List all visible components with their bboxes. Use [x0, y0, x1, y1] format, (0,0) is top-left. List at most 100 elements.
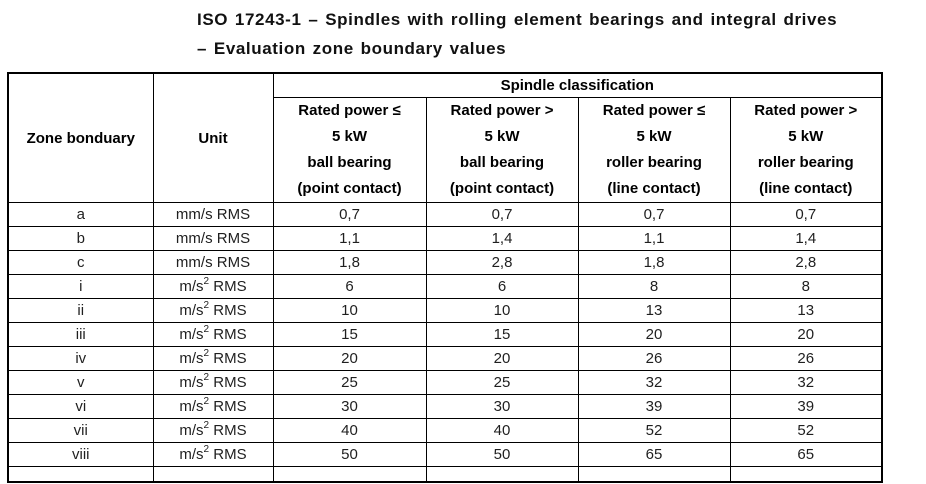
- value-cell: 10: [272, 298, 427, 323]
- value-cell: 6: [272, 274, 427, 299]
- unit-superscript: 2: [203, 420, 210, 431]
- unit-cell: mm/s RMS: [152, 226, 274, 251]
- value-cell: 1,1: [577, 226, 731, 251]
- value-cell: 20: [272, 346, 427, 371]
- value-cell: 50: [425, 442, 579, 467]
- zone-cell: iii: [7, 322, 154, 347]
- value-cell: 65: [577, 442, 731, 467]
- table-row: a mm/s RMS 0,7 0,7 0,7 0,7: [7, 202, 883, 227]
- clipped-cell: [425, 466, 579, 483]
- unit-cell: m/s2 RMS: [152, 274, 274, 299]
- value-cell: 1,1: [272, 226, 427, 251]
- value-cell: 25: [425, 370, 579, 395]
- value-cell: 52: [577, 418, 731, 443]
- value-cell: 26: [577, 346, 731, 371]
- table-row: b mm/s RMS 1,1 1,4 1,1 1,4: [7, 226, 883, 251]
- zone-cell: b: [7, 226, 154, 251]
- zone-cell: viii: [7, 442, 154, 467]
- value-cell: 2,8: [729, 250, 883, 275]
- zone-cell: vii: [7, 418, 154, 443]
- value-cell: 2,8: [425, 250, 579, 275]
- value-cell: 8: [729, 274, 883, 299]
- value-cell: 40: [272, 418, 427, 443]
- value-cell: 26: [729, 346, 883, 371]
- zone-cell: iv: [7, 346, 154, 371]
- zone-cell: ii: [7, 298, 154, 323]
- value-cell: 10: [425, 298, 579, 323]
- value-cell: 6: [425, 274, 579, 299]
- clipped-cell: [729, 466, 883, 483]
- unit-cell: m/s2 RMS: [152, 442, 274, 467]
- unit-cell: m/s2 RMS: [152, 322, 274, 347]
- value-cell: 65: [729, 442, 883, 467]
- value-cell: 20: [577, 322, 731, 347]
- value-cell: 0,7: [729, 202, 883, 227]
- unit-cell: m/s2 RMS: [152, 346, 274, 371]
- title-line-2: – Evaluation zone boundary values: [197, 39, 507, 58]
- value-cell: 39: [577, 394, 731, 419]
- unit-superscript: 2: [203, 396, 210, 407]
- value-cell: 30: [425, 394, 579, 419]
- value-cell: 52: [729, 418, 883, 443]
- clipped-cell: [152, 466, 274, 483]
- value-cell: 0,7: [577, 202, 731, 227]
- unit-header: Unit: [152, 72, 274, 203]
- unit-superscript: 2: [203, 348, 210, 359]
- table-row: iv m/s2 RMS 20 20 26 26: [7, 346, 883, 371]
- zone-boundary-header: Zone bonduary: [7, 72, 154, 203]
- unit-cell: m/s2 RMS: [152, 298, 274, 323]
- value-cell: 15: [425, 322, 579, 347]
- zone-cell: i: [7, 274, 154, 299]
- unit-cell: mm/s RMS: [152, 202, 274, 227]
- value-cell: 20: [729, 322, 883, 347]
- unit-cell: m/s2 RMS: [152, 370, 274, 395]
- unit-superscript: 2: [203, 300, 210, 311]
- table-row: iii m/s2 RMS 15 15 20 20: [7, 322, 883, 347]
- value-cell: 20: [425, 346, 579, 371]
- unit-superscript: 2: [203, 444, 210, 455]
- table-row: i m/s2 RMS 6 6 8 8: [7, 274, 883, 299]
- clipped-cell: [272, 466, 427, 483]
- value-cell: 1,4: [425, 226, 579, 251]
- clipped-partial-row: [7, 466, 883, 483]
- value-cell: 1,8: [272, 250, 427, 275]
- value-cell: 32: [577, 370, 731, 395]
- unit-cell: m/s2 RMS: [152, 418, 274, 443]
- unit-superscript: 2: [203, 372, 210, 383]
- group-header-row: Zone bonduary Unit Spindle classificatio…: [7, 72, 883, 203]
- table-row: c mm/s RMS 1,8 2,8 1,8 2,8: [7, 250, 883, 275]
- spindle-classification-header: Spindle classification: [272, 72, 883, 98]
- value-cell: 0,7: [272, 202, 427, 227]
- value-cell: 1,4: [729, 226, 883, 251]
- column-header-roller-gt5: Rated power > 5 kW roller bearing (line …: [729, 97, 883, 203]
- column-header-ball-gt5: Rated power > 5 kW ball bearing (point c…: [425, 97, 579, 203]
- value-cell: 1,8: [577, 250, 731, 275]
- value-cell: 30: [272, 394, 427, 419]
- value-cell: 39: [729, 394, 883, 419]
- unit-superscript: 2: [203, 324, 210, 335]
- title-line-1: ISO 17243-1 – Spindles with rolling elem…: [197, 10, 838, 29]
- value-cell: 32: [729, 370, 883, 395]
- unit-cell: m/s2 RMS: [152, 394, 274, 419]
- value-cell: 0,7: [425, 202, 579, 227]
- table-row: vi m/s2 RMS 30 30 39 39: [7, 394, 883, 419]
- table-row: vii m/s2 RMS 40 40 52 52: [7, 418, 883, 443]
- zone-cell: c: [7, 250, 154, 275]
- column-header-ball-le5: Rated power ≤ 5 kW ball bearing (point c…: [272, 97, 427, 203]
- value-cell: 40: [425, 418, 579, 443]
- zone-cell: v: [7, 370, 154, 395]
- table-body: a mm/s RMS 0,7 0,7 0,7 0,7 b mm/s RMS 1,1 1,4 1,1 1…: [7, 202, 883, 483]
- column-header-roller-le5: Rated power ≤ 5 kW roller bearing (line …: [577, 97, 731, 203]
- zone-cell: a: [7, 202, 154, 227]
- value-cell: 25: [272, 370, 427, 395]
- column-headers-row: Rated power ≤ 5 kW ball bearing (point c…: [8, 97, 883, 203]
- boundary-values-table: Zone bonduary Unit Spindle classificatio…: [7, 72, 884, 483]
- zone-cell: vi: [7, 394, 154, 419]
- value-cell: 15: [272, 322, 427, 347]
- clipped-cell: [7, 466, 154, 483]
- table-row: ii m/s2 RMS 10 10 13 13: [7, 298, 883, 323]
- unit-superscript: 2: [203, 276, 210, 287]
- table-row: viii m/s2 RMS 50 50 65 65: [7, 442, 883, 467]
- value-cell: 50: [272, 442, 427, 467]
- table-row: v m/s2 RMS 25 25 32 32: [7, 370, 883, 395]
